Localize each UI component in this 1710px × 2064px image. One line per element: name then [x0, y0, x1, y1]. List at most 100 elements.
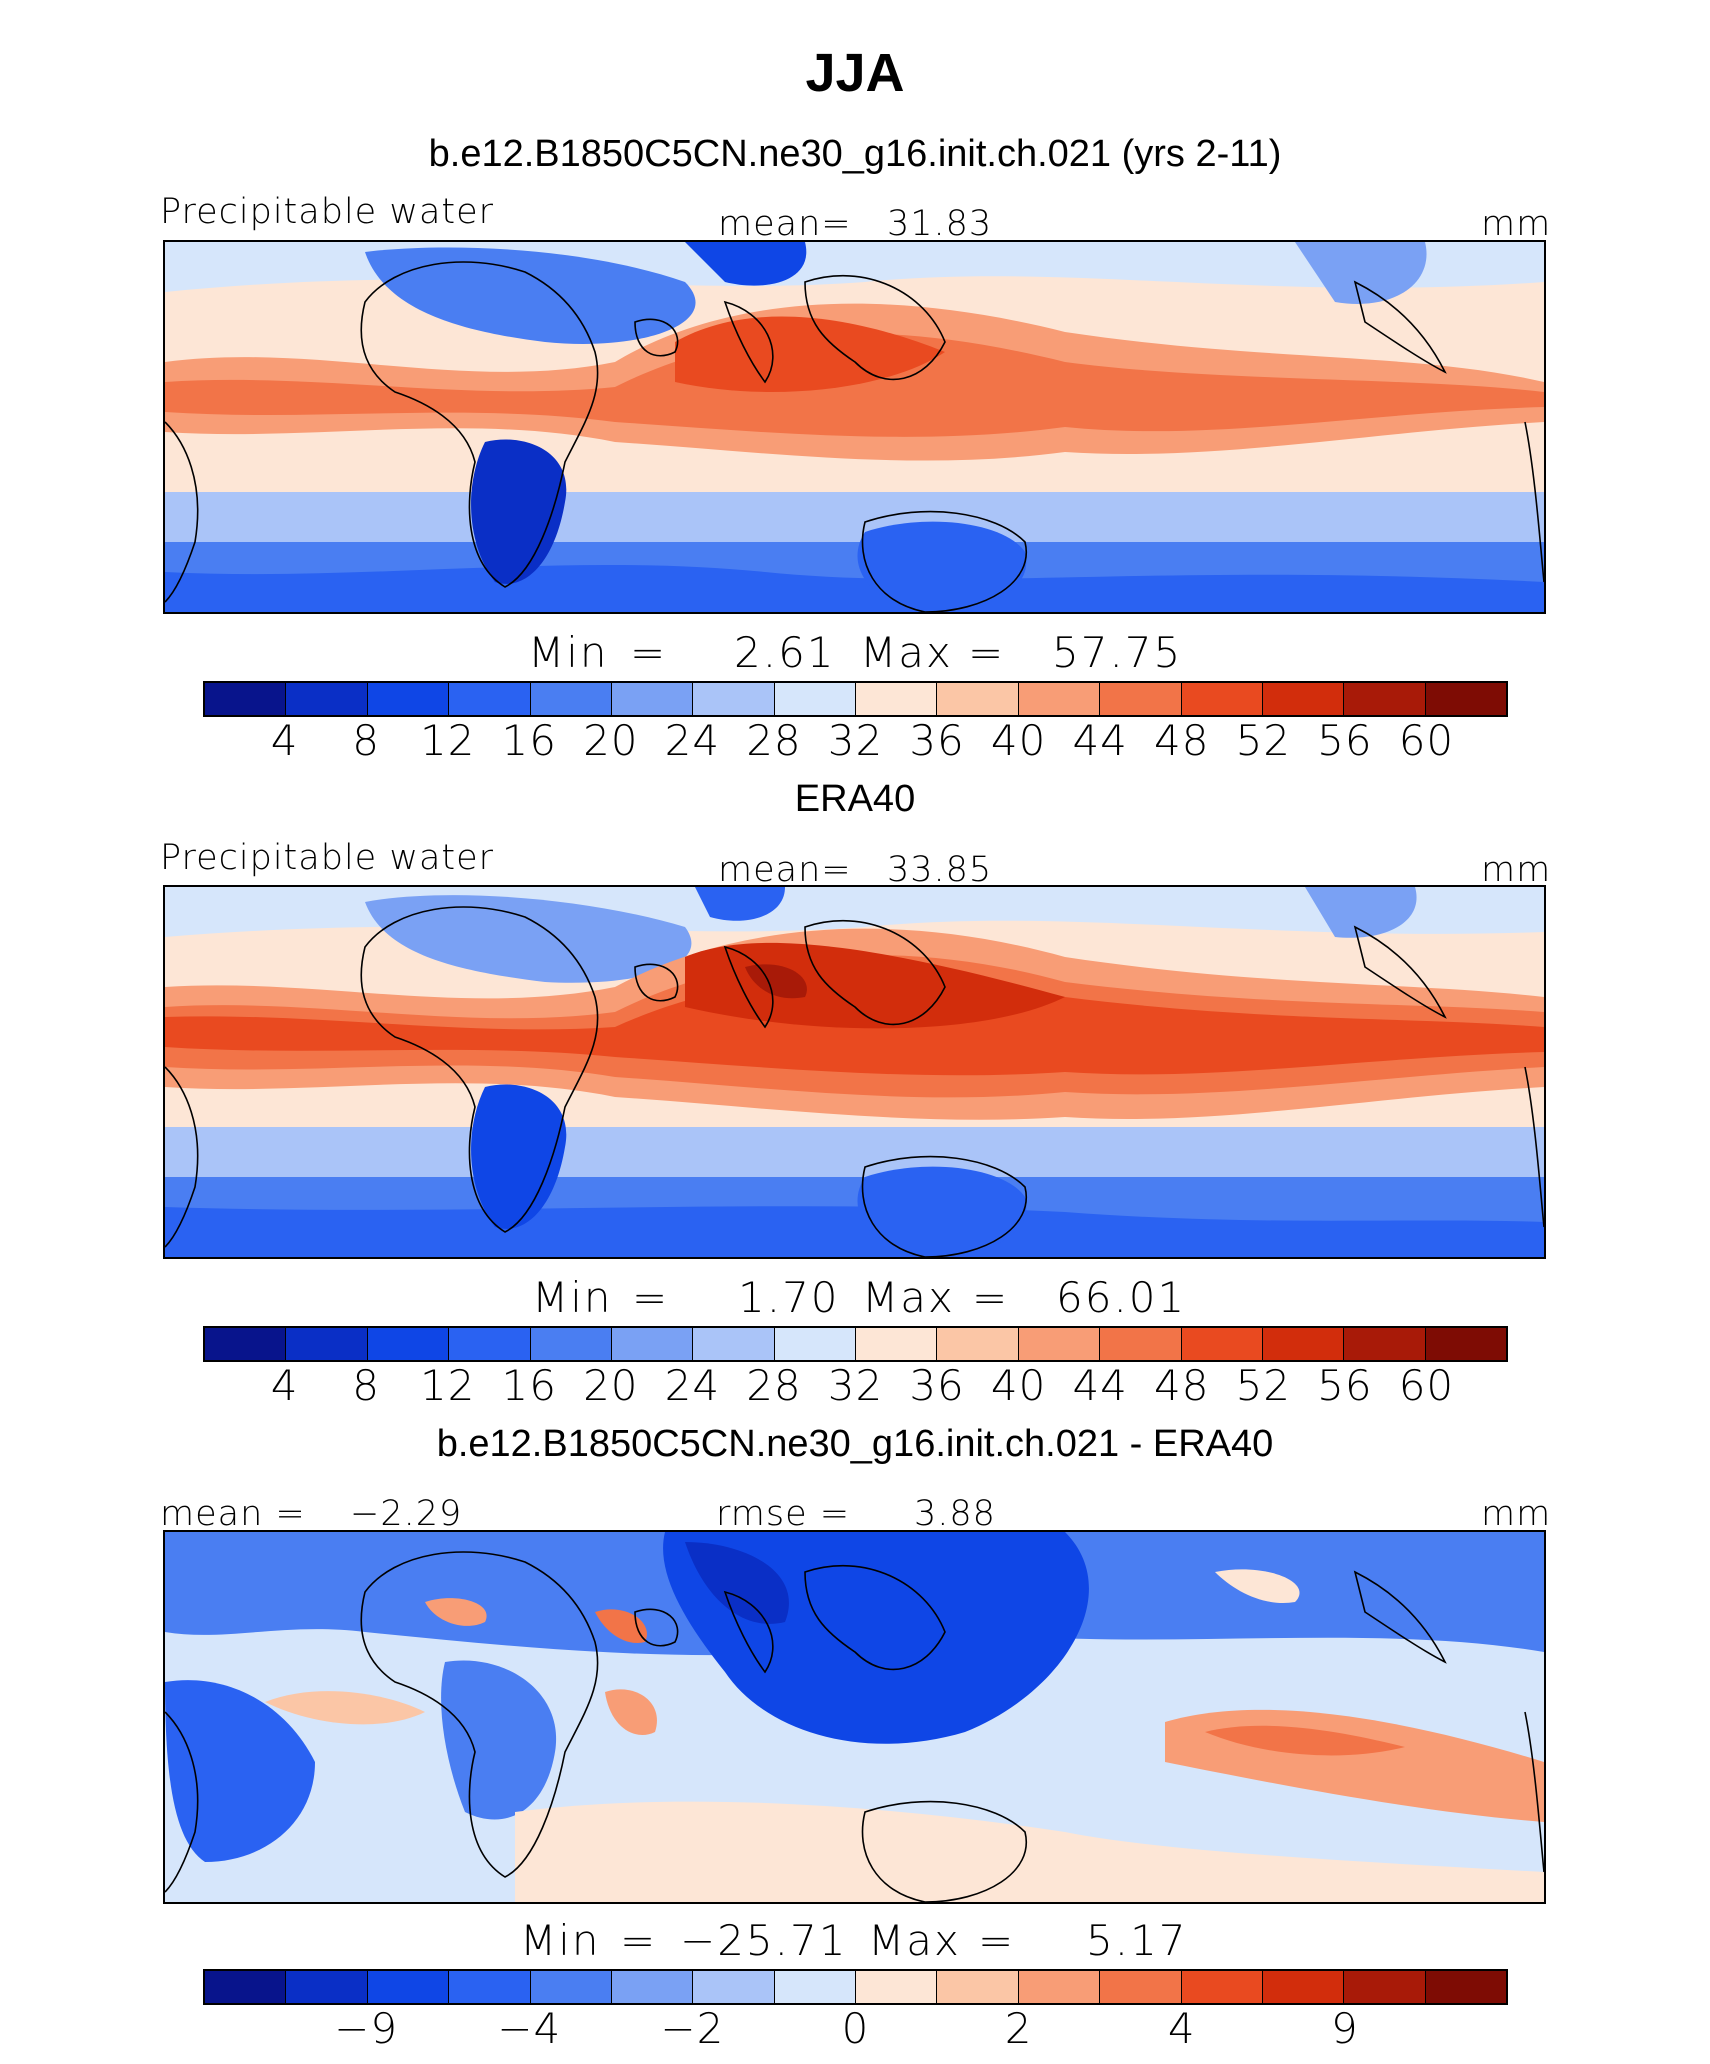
panel-1-map	[163, 240, 1546, 614]
panel-2-colorbar-swatch	[286, 1328, 368, 1360]
panel-3-colorbar	[203, 1969, 1508, 2005]
panel-2-min-value: 1.70	[738, 1273, 840, 1322]
panel-2-colorbar-tick-label: 16	[501, 1361, 557, 1410]
panel-1-colorbar-tick-label: 16	[501, 716, 557, 765]
panel-3-colorbar-tick-label: 2	[1004, 2004, 1033, 2053]
panel-1-max-eq: =	[968, 628, 1006, 677]
panel-2-colorbar-tick-label: 60	[1398, 1361, 1455, 1410]
panel-2-southern-africa-dry	[471, 1084, 567, 1229]
panel-3-colorbar-swatch	[1181, 1971, 1263, 2003]
panel-2-variable-label: Precipitable water	[160, 838, 495, 878]
panel-1-colorbar-tick-label: 44	[1072, 716, 1128, 765]
panel-3-colorbar-tick-label: 4	[1167, 2004, 1196, 2053]
panel-2-colorbar-swatch	[367, 1328, 450, 1360]
panel-1-tibet-dry	[685, 242, 807, 286]
panel-1-min-eq: =	[630, 628, 668, 677]
panel-1-colorbar-tick-label: 8	[352, 716, 380, 765]
panel-1-colorbar-swatch	[530, 683, 612, 715]
panel-1-colorbar-swatch	[1262, 683, 1345, 715]
panel-2-colorbar-tick-label: 24	[664, 1361, 721, 1410]
panel-1-colorbar-tick-label: 32	[827, 716, 884, 765]
panel-3-colorbar-swatch	[367, 1971, 450, 2003]
panel-2-colorbar-swatch	[856, 1328, 938, 1360]
panel-2-colorbar-ticks: 4 8 12 16 20 24 28 32 36 40 44 48 52 56 60	[203, 1361, 1508, 1411]
panel-1-colorbar-tick-label: 20	[583, 716, 639, 765]
panel-3-colorbar-swatch	[611, 1971, 694, 2003]
panel-3-map-svg	[165, 1532, 1544, 1902]
panel-3-colorbar-swatch	[1262, 1971, 1345, 2003]
panel-2-coastlines	[165, 906, 1544, 1257]
panel-2-colorbar-swatch	[611, 1328, 694, 1360]
panel-2-namerica-dry	[1305, 887, 1417, 938]
panel-1-colorbar-swatch	[286, 683, 368, 715]
panel-3-max-label: Max	[868, 1916, 961, 1965]
panel-2-tibet-dry	[695, 887, 785, 921]
panel-1-colorbar-ticks: 4 8 12 16 20 24 28 32 36 40 44 48 52 56 60	[203, 716, 1508, 766]
panel-3-npacific-positive	[1215, 1569, 1300, 1603]
panel-3-colorbar-swatch	[1425, 1971, 1506, 2003]
panel-3-south-positive	[515, 1801, 1544, 1902]
panel-3-colorbar-swatch	[937, 1971, 1019, 2003]
panel-2-colorbar-tick-label: 8	[352, 1361, 380, 1410]
panel-3-map	[163, 1530, 1546, 1904]
panel-2-colorbar-tick-label: 44	[1072, 1361, 1128, 1410]
panel-3-samerica-negative	[165, 1680, 315, 1862]
panel-1-colorbar-swatch	[1100, 683, 1182, 715]
panel-1-colorbar-swatch	[1425, 683, 1506, 715]
panel-2-colorbar-swatch	[693, 1328, 775, 1360]
panel-2-colorbar-swatch	[1018, 1328, 1101, 1360]
panel-1-mean-label: mean=	[718, 204, 852, 244]
panel-1-colorbar-tick-label: 56	[1317, 716, 1373, 765]
panel-1-colorbar-tick-label: 36	[909, 716, 965, 765]
panel-3-arabia-positive	[595, 1609, 647, 1643]
panel-1-colorbar-tick-label: 40	[990, 716, 1047, 765]
panel-3-min-eq: =	[620, 1916, 658, 1965]
panel-2-min-label: Min	[532, 1273, 613, 1322]
panel-3-rmse-label: rmse =	[716, 1494, 851, 1534]
panel-3-mean-label: mean =	[160, 1494, 306, 1534]
panel-3-title: b.e12.B1850C5CN.ne30_g16.init.ch.021 - E…	[436, 1423, 1274, 1465]
panel-1-namerica-dry	[1295, 242, 1427, 304]
panel-2-warm-pool	[685, 942, 1065, 1029]
panel-3-mean-value: −2.29	[350, 1494, 463, 1534]
panel-2-colorbar-swatch	[1262, 1328, 1345, 1360]
panel-1-colorbar-tick-label: 12	[419, 716, 476, 765]
panel-3-colorbar-tick-label: −2	[660, 2004, 725, 2053]
panel-3-africa-positive	[425, 1598, 487, 1626]
panel-1-colorbar-swatch	[449, 683, 531, 715]
panel-2-colorbar-swatch	[1344, 1328, 1426, 1360]
panel-1-colorbar-swatch	[693, 683, 775, 715]
panel-2-colorbar-tick-label: 40	[990, 1361, 1047, 1410]
panel-2-map	[163, 885, 1546, 1259]
panel-3-max-eq: =	[978, 1916, 1016, 1965]
panel-3-atlantic-positive	[265, 1691, 425, 1725]
panel-1-max-value: 57.75	[1052, 628, 1183, 677]
panel-2-mean-label: mean=	[718, 850, 852, 890]
panel-2-colorbar-swatch	[530, 1328, 612, 1360]
panel-3-colorbar-swatch	[286, 1971, 368, 2003]
panel-1-colorbar-tick-label: 52	[1235, 716, 1292, 765]
panel-3-indian-positive	[605, 1689, 657, 1736]
panel-3-colorbar-ticks: −9 −4 −2 0 2 4 9	[203, 2004, 1508, 2054]
panel-1-max-label: Max	[860, 628, 953, 677]
panel-1-colorbar-swatch	[367, 683, 450, 715]
panel-1-australia-dry	[857, 521, 1027, 612]
panel-3-colorbar-swatch	[1344, 1971, 1426, 2003]
panel-2-colorbar-tick-label: 36	[909, 1361, 965, 1410]
panel-2-title: ERA40	[794, 778, 916, 820]
panel-1-colorbar-swatch	[205, 683, 287, 715]
panel-2-colorbar-tick-label: 56	[1317, 1361, 1373, 1410]
panel-3-min-value: −25.71	[680, 1916, 848, 1965]
panel-2-colorbar-tick-label: 4	[270, 1361, 299, 1410]
panel-2-colorbar-tick-label: 52	[1235, 1361, 1292, 1410]
panel-1-sahara-dry	[365, 247, 696, 344]
panel-2-colorbar-swatch	[937, 1328, 1019, 1360]
figure-title: JJA	[805, 43, 905, 103]
panel-3-colorbar-swatch	[1100, 1971, 1182, 2003]
panel-1-units: mm	[1481, 204, 1552, 244]
panel-1-colorbar-swatch	[1344, 683, 1426, 715]
panel-1-colorbar-tick-label: 48	[1154, 716, 1210, 765]
panel-1-indian-monsoon	[675, 316, 945, 392]
panel-2-colorbar-swatch	[449, 1328, 531, 1360]
panel-3-colorbar-swatch	[205, 1971, 287, 2003]
